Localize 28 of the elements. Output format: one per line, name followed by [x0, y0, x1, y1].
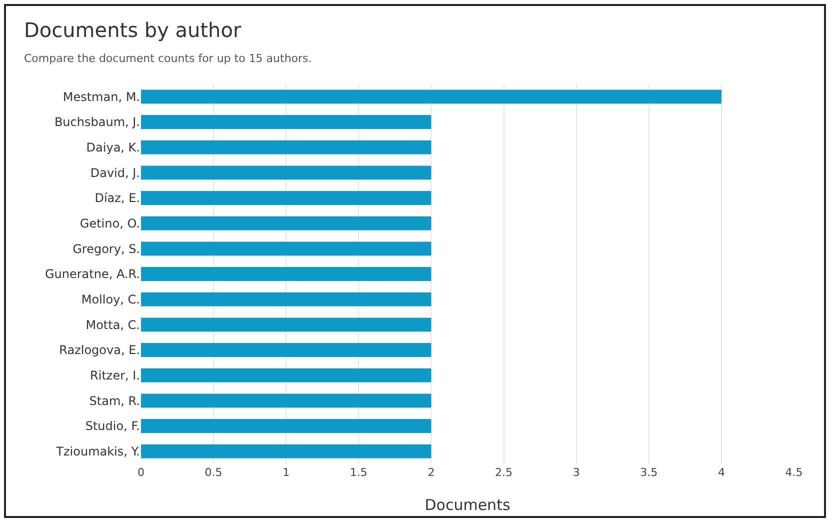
- x-tick-label: 4: [718, 466, 725, 479]
- x-tick-label: 4.5: [785, 466, 803, 479]
- y-tick-label: Guneratne, A.R.: [44, 267, 140, 282]
- y-tick-label: Stam, R.: [89, 394, 140, 408]
- y-tick-label: Getino, O.: [80, 216, 140, 231]
- x-tick-label: 3.5: [640, 466, 658, 479]
- x-tick-label: 1: [282, 466, 290, 479]
- y-tick-label: Tzioumakis, Y.: [55, 444, 140, 459]
- y-tick-label: Mestman, M.: [62, 90, 140, 104]
- x-tick-label: 0.5: [204, 466, 222, 479]
- y-tick-label: Gregory, S.: [72, 242, 140, 256]
- x-tick-label: 3: [572, 466, 580, 479]
- x-tick-label: 0: [138, 466, 144, 479]
- x-tick-label: 2: [428, 466, 435, 479]
- y-tick-label: Daiya, K.: [86, 140, 140, 155]
- x-axis-title: Documents: [424, 496, 510, 514]
- y-tick-label: Ritzer, I.: [90, 368, 140, 383]
- y-tick-label: David, J.: [90, 166, 140, 180]
- y-tick-label: Buchsbaum, J.: [54, 115, 140, 130]
- x-tick-label: 1.5: [350, 466, 368, 479]
- x-tick-label: 2.5: [495, 466, 513, 479]
- y-tick-label: Studio, F.: [85, 419, 140, 434]
- y-tick-label: Molloy, C.: [81, 292, 140, 307]
- chart-subtitle: Compare the document counts for up to 15 authors.: [24, 52, 312, 65]
- y-tick-label: Razlogova, E.: [59, 343, 140, 358]
- y-tick-label: Motta, C.: [86, 318, 140, 332]
- chart-title: Documents by author: [24, 18, 242, 42]
- y-tick-label: Díaz, E.: [94, 191, 140, 206]
